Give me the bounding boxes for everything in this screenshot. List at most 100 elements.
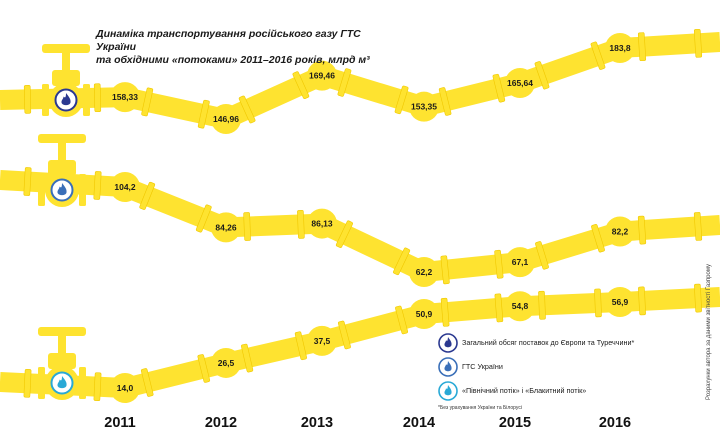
x-tick-label: 2011 (104, 415, 135, 431)
valve-handle (38, 134, 86, 143)
pipe-flange (494, 293, 504, 323)
data-label: 82,2 (612, 227, 629, 237)
pipe-flange (395, 305, 408, 335)
valve-bonnet (48, 353, 76, 369)
pipe-flange (197, 99, 210, 129)
pipe-flange (241, 343, 254, 373)
data-label: 26,5 (218, 358, 235, 368)
data-point (110, 373, 140, 403)
pipe-flange (693, 28, 703, 58)
pipe-flange (93, 171, 102, 200)
flame-icon (438, 357, 458, 377)
data-label: 50,9 (416, 309, 433, 319)
pipe-flange (141, 87, 154, 117)
data-label: 67,1 (512, 257, 529, 267)
valve-flange-left (42, 84, 49, 116)
pipe-flange (238, 95, 256, 124)
data-point (505, 291, 535, 322)
legend-label-streams: «Північний потік» і «Блакитний потік» (462, 386, 587, 395)
legend-label-gts: ГТС України (462, 362, 503, 371)
pipe-flange (93, 372, 102, 402)
pipe-flange (637, 215, 647, 245)
data-label: 62,2 (416, 267, 433, 277)
data-label: 158,33 (112, 92, 138, 102)
pipe-series-1 (0, 32, 720, 129)
legend-item-streams: «Північний потік» і «Блакитний потік» (438, 381, 648, 403)
data-point (409, 299, 439, 330)
x-tick-label: 2016 (599, 415, 631, 431)
data-point (605, 33, 635, 63)
valve-handle (38, 327, 86, 336)
data-label: 183,8 (609, 43, 631, 53)
pipe-flange (440, 297, 450, 327)
flame-icon (57, 376, 67, 389)
pipe-flange (337, 68, 352, 97)
pipe-flange (440, 255, 450, 285)
data-point (505, 67, 535, 98)
data-point (211, 347, 241, 378)
pipe-flange (693, 212, 703, 241)
x-tick-label: 2013 (301, 415, 333, 431)
flame-icon (57, 183, 67, 196)
pipe-flange (140, 368, 154, 397)
pipe-flange (195, 204, 212, 233)
pipe-flange (292, 71, 310, 99)
data-point (110, 82, 140, 113)
valve-handle (42, 44, 90, 53)
pipe-flange (438, 87, 452, 116)
data-label: 153,35 (411, 102, 437, 112)
title-line-2: та обхідними «потоками» 2011–2016 років,… (96, 54, 370, 66)
valve-stem (58, 333, 66, 367)
pipe-flange (638, 286, 646, 316)
data-label: 14,0 (117, 383, 134, 393)
pipe-flange (393, 247, 411, 276)
valve-flange-right (79, 174, 86, 206)
pipe-flange (338, 320, 351, 350)
pipe-flange (23, 85, 32, 114)
data-label: 84,26 (215, 222, 237, 232)
pipe-series-2 (0, 170, 720, 282)
data-label: 146,96 (213, 114, 239, 124)
data-point (211, 212, 241, 243)
data-label: 169,46 (309, 71, 335, 81)
pipe-flange (492, 73, 506, 103)
pipe-flange (243, 212, 251, 241)
data-point (307, 60, 337, 91)
pipe-flange (197, 354, 211, 383)
valve-stem (62, 50, 70, 84)
valve-bonnet (52, 70, 80, 86)
data-label: 37,5 (314, 336, 331, 346)
pipe-flange (590, 41, 606, 70)
flame-icon (61, 93, 71, 106)
data-point (211, 104, 241, 134)
valve-bonnet (48, 160, 76, 176)
data-point (110, 172, 140, 202)
valve-stem (58, 140, 66, 174)
pipe-flange (694, 283, 702, 313)
x-tick-label: 2014 (403, 415, 435, 431)
legend-item-total: Загальний обсяг поставок до Європи та Ту… (438, 333, 648, 355)
valve-flange-left (38, 174, 45, 206)
data-point (605, 287, 635, 317)
valve-flange-left (38, 367, 45, 399)
pipe-series-3 (0, 287, 720, 398)
data-label: 86,13 (311, 219, 333, 229)
pipe-flange (139, 181, 156, 210)
pipe-flange (534, 61, 550, 90)
data-point (409, 257, 439, 287)
data-label: 56,9 (612, 297, 629, 307)
data-label: 54,8 (512, 301, 529, 311)
pipe-flange (535, 241, 549, 270)
pipe-flange (494, 249, 504, 279)
pipe-flange (23, 368, 32, 398)
data-point (605, 216, 635, 247)
pipe-flange (294, 331, 307, 361)
pipe-flange (594, 288, 602, 318)
x-tick-label: 2012 (205, 415, 237, 431)
flame-icon (438, 381, 458, 401)
footnote: *Без урахування України та Білорусі (438, 405, 522, 411)
pipe-flange (591, 224, 605, 253)
pipe-flange (394, 85, 409, 115)
valve-flange-right (83, 84, 90, 116)
